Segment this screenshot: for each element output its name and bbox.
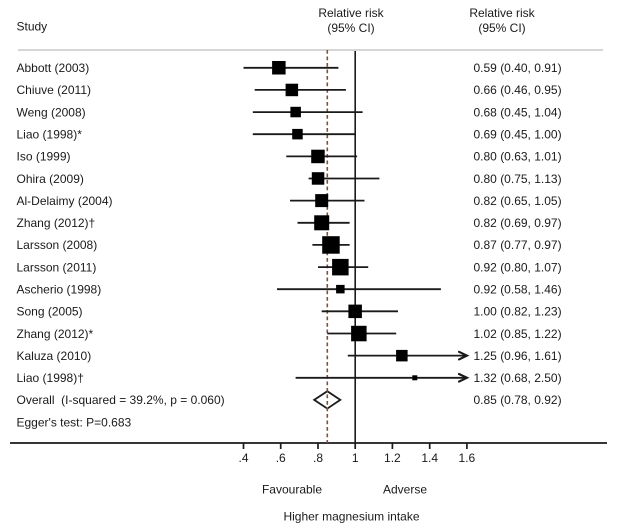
svg-text:Abbott (2003): Abbott (2003) [17, 61, 90, 75]
svg-text:Overall (I-squared = 39.2%, p: Overall (I-squared = 39.2%, p = 0.060) [17, 393, 225, 407]
svg-text:1.2: 1.2 [384, 451, 401, 465]
svg-text:Iso (1999): Iso (1999) [17, 150, 71, 164]
svg-text:Egger's test: P=0.683: Egger's test: P=0.683 [17, 415, 132, 429]
svg-text:Relative risk: Relative risk [318, 6, 384, 20]
svg-text:Al-Delaimy (2004): Al-Delaimy (2004) [17, 194, 113, 208]
svg-text:Larsson (2008): Larsson (2008) [17, 238, 98, 252]
svg-text:0.80 (0.63, 1.01): 0.80 (0.63, 1.01) [474, 150, 562, 164]
svg-text:0.92 (0.58, 1.46): 0.92 (0.58, 1.46) [474, 283, 562, 297]
svg-text:0.66 (0.46, 0.95): 0.66 (0.46, 0.95) [474, 83, 562, 97]
svg-text:Kaluza (2010): Kaluza (2010) [17, 349, 92, 363]
svg-text:Relative risk: Relative risk [469, 6, 535, 20]
svg-text:0.82 (0.65, 1.05): 0.82 (0.65, 1.05) [474, 194, 562, 208]
svg-text:0.59 (0.40, 0.91): 0.59 (0.40, 0.91) [474, 61, 562, 75]
svg-text:0.69 (0.45, 1.00): 0.69 (0.45, 1.00) [474, 128, 562, 142]
svg-text:Study: Study [17, 19, 48, 33]
svg-text:1: 1 [352, 451, 359, 465]
svg-text:0.80 (0.75, 1.13): 0.80 (0.75, 1.13) [474, 172, 562, 186]
svg-text:Ohira (2009): Ohira (2009) [17, 172, 84, 186]
svg-text:0.82 (0.69, 0.97): 0.82 (0.69, 0.97) [474, 216, 562, 230]
svg-text:.8: .8 [313, 451, 323, 465]
svg-text:Chiuve (2011): Chiuve (2011) [17, 83, 91, 97]
svg-text:Zhang (2012)*: Zhang (2012)* [17, 327, 94, 341]
svg-text:Larsson (2011): Larsson (2011) [17, 260, 97, 274]
svg-text:0.92 (0.80, 1.07): 0.92 (0.80, 1.07) [474, 260, 562, 274]
svg-text:1.25 (0.96, 1.61): 1.25 (0.96, 1.61) [474, 349, 562, 363]
svg-text:(95% CI): (95% CI) [327, 21, 374, 35]
svg-text:.6: .6 [276, 451, 286, 465]
svg-text:0.87 (0.77, 0.97): 0.87 (0.77, 0.97) [474, 238, 562, 252]
svg-text:Song (2005): Song (2005) [17, 305, 83, 319]
svg-text:Weng (2008): Weng (2008) [17, 105, 86, 119]
svg-text:1.00 (0.82, 1.23): 1.00 (0.82, 1.23) [474, 305, 562, 319]
svg-text:(95% CI): (95% CI) [478, 21, 525, 35]
svg-text:1.6: 1.6 [459, 451, 476, 465]
svg-text:1.4: 1.4 [421, 451, 438, 465]
svg-text:0.85 (0.78, 0.92): 0.85 (0.78, 0.92) [474, 393, 562, 407]
svg-text:Higher magnesium intake: Higher magnesium intake [283, 510, 419, 524]
svg-text:Zhang (2012)†: Zhang (2012)† [17, 216, 96, 230]
svg-text:1.02 (0.85, 1.22): 1.02 (0.85, 1.22) [474, 327, 562, 341]
svg-text:.4: .4 [238, 451, 248, 465]
svg-text:Liao (1998)*: Liao (1998)* [17, 128, 83, 142]
svg-text:0.68 (0.45, 1.04): 0.68 (0.45, 1.04) [474, 105, 562, 119]
svg-text:Ascherio (1998): Ascherio (1998) [17, 283, 102, 297]
svg-text:Adverse: Adverse [383, 482, 427, 496]
svg-text:Liao (1998)†: Liao (1998)† [17, 371, 84, 385]
svg-text:1.32 (0.68, 2.50): 1.32 (0.68, 2.50) [474, 371, 562, 385]
svg-text:Favourable: Favourable [262, 482, 322, 496]
